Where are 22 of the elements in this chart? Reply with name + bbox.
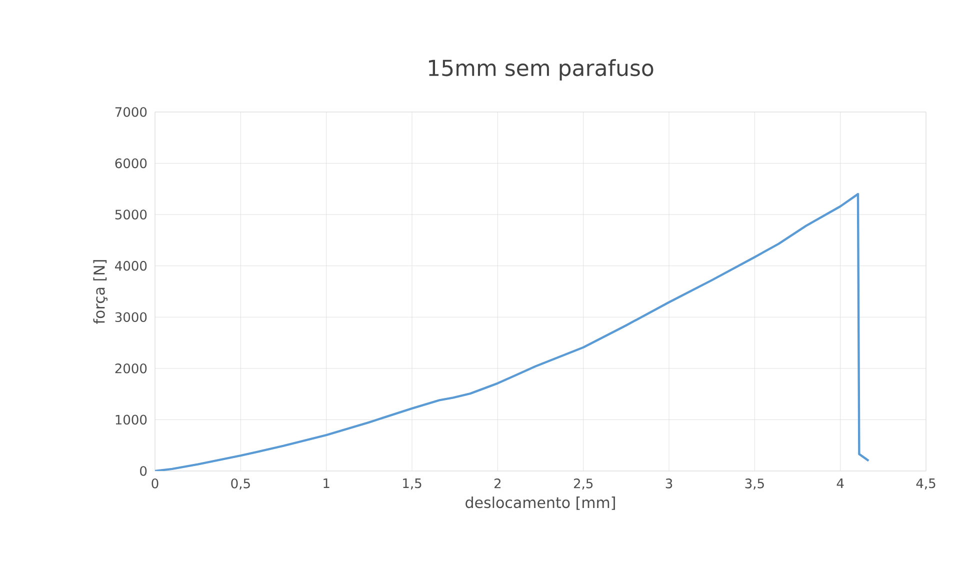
x-tick-label: 0 xyxy=(152,478,158,488)
x-tick-label: 3 xyxy=(666,478,672,488)
chart-title: 15mm sem parafuso xyxy=(428,59,654,80)
y-tick-label: 3000 xyxy=(115,312,147,322)
y-tick-label: 4000 xyxy=(115,260,147,271)
x-axis-title: deslocamento [mm] xyxy=(466,496,615,510)
y-axis-title: força [N] xyxy=(93,260,108,324)
y-tick-label: 6000 xyxy=(115,158,147,168)
y-tick-label: 7000 xyxy=(115,107,147,117)
y-tick-label: 0 xyxy=(140,466,147,476)
y-tick-label: 5000 xyxy=(115,210,147,220)
x-tick-label: 4,5 xyxy=(916,478,936,490)
line-series xyxy=(155,192,870,471)
x-tick-label: 1 xyxy=(324,478,330,488)
x-tick-label: 4 xyxy=(836,478,844,488)
y-tick-label: 2000 xyxy=(115,364,147,374)
x-tick-label: 1,5 xyxy=(403,478,422,490)
x-tick-label: 3,5 xyxy=(745,478,764,490)
y-tick-label: 1000 xyxy=(116,414,147,425)
x-tick-label: 0,5 xyxy=(231,478,250,490)
x-tick-label: 2,5 xyxy=(574,478,593,490)
x-tick-label: 2 xyxy=(494,478,500,488)
